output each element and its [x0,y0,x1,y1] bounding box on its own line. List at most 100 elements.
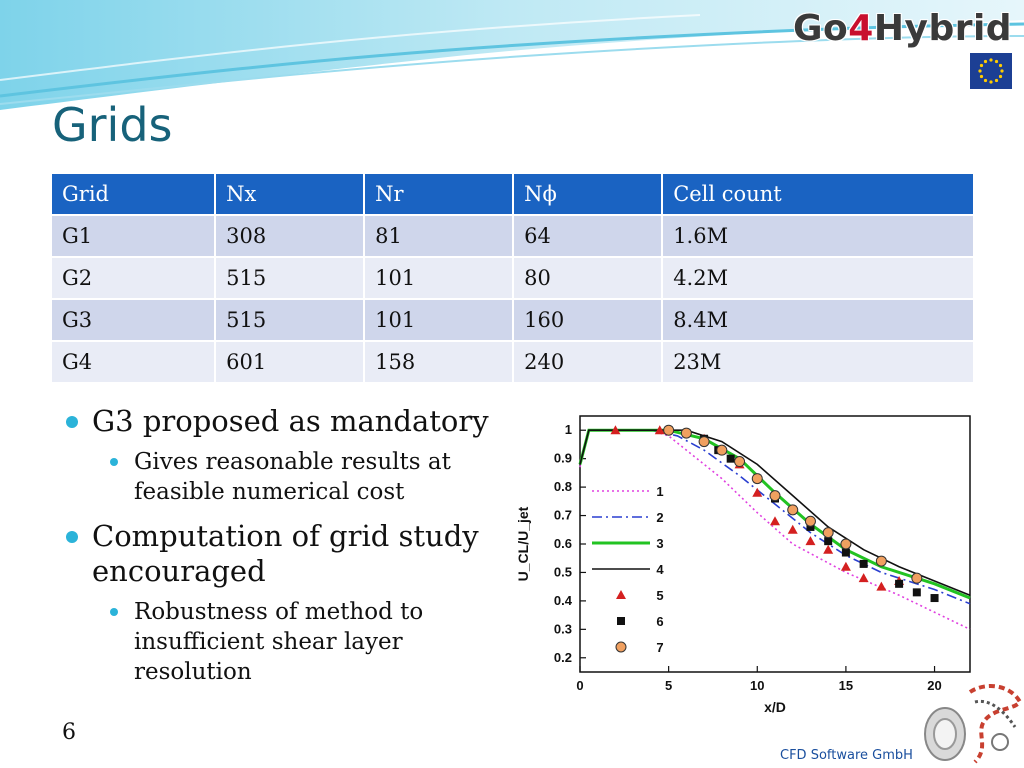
data-point-6 [912,588,921,597]
series-line-1 [579,429,971,631]
data-point-7 [734,456,746,468]
table-cell: 160 [513,298,664,341]
cfd-decoration-image [924,684,1023,764]
header-nx: Nx [215,174,366,215]
data-point-5 [823,544,834,554]
legend-label-4: 4 [656,562,664,577]
data-point-6 [895,579,904,588]
sub-bullet-item: Gives reasonable results at feasible num… [108,447,496,507]
table-cell: 515 [215,256,366,299]
table-cell: 8.4M [662,298,973,341]
data-point-7 [751,473,763,485]
centerline-velocity-chart: 0 5 10 15 200.20.30.40.50.60.70.80.91x/DU_CL… [510,406,974,720]
data-point-5 [876,581,887,591]
x-tick-label: 15 [839,678,853,693]
table-row: G1 308 81 64 1.6M [52,214,973,257]
legend-label-3: 3 [656,536,663,551]
table-cell: G3 [52,298,217,341]
y-tick-label: 0.5 [554,564,572,579]
x-tick-label: 5 [665,678,672,693]
grid-table: Grid Nx Nr Nϕ Cell count G1 308 81 64 1.… [52,174,973,382]
table-cell: 64 [513,214,664,257]
data-point-6 [841,548,850,557]
y-tick-label: 0.3 [554,621,572,636]
table-row: G2 515 101 80 4.2M [52,256,973,299]
table-cell: 1.6M [662,214,973,257]
data-point-7 [875,555,887,567]
go4hybrid-logo: Go4Hybrid [793,8,1013,49]
data-point-7 [680,427,692,439]
data-point-7 [698,436,710,448]
eu-flag-icon [970,53,1012,89]
data-point-6 [824,537,833,546]
legend-swatch-6 [617,617,625,625]
header-wave-banner [0,0,1024,110]
table-cell: 81 [364,214,515,257]
table-cell: G4 [52,340,217,382]
table-cell: 80 [513,256,664,299]
table-cell: 308 [215,214,366,257]
table-row: G3 515 101 160 8.4M [52,298,973,341]
data-point-6 [859,559,868,568]
y-tick-label: 0.8 [554,479,572,494]
y-tick-label: 0.4 [554,593,573,608]
header-grid: Grid [52,174,217,215]
data-point-5 [770,516,780,526]
page-number: 6 [62,720,76,745]
table-cell: 158 [364,340,515,382]
table-cell: 101 [364,256,515,299]
table-cell: G2 [52,256,217,299]
table-cell: 515 [215,298,366,341]
data-point-5 [752,487,763,497]
table-row: G4 601 158 240 23M [52,340,973,382]
data-point-7 [769,490,781,502]
bullet-item: Computation of grid study encouraged [66,519,496,589]
data-point-6 [806,522,815,531]
x-tick-label: 0 [576,678,583,693]
data-point-6 [726,454,735,463]
data-point-7 [716,444,728,456]
slide-title: Grids [52,98,173,152]
y-tick-label: 0.7 [554,508,572,523]
table-cell: 101 [364,298,515,341]
y-tick-label: 1 [565,422,572,437]
table-cell: 601 [215,340,366,382]
series-line-4 [579,429,971,596]
legend-swatch-7 [615,641,627,653]
data-point-7 [787,504,799,516]
legend-label-5: 5 [656,588,663,603]
data-point-6 [930,594,939,603]
legend-swatch-5 [616,590,626,599]
bullet-list: G3 proposed as mandatory Gives reasonabl… [66,404,496,699]
y-axis-label: U_CL/U_jet [515,506,531,581]
data-point-7 [804,515,816,527]
header-cell-count: Cell count [662,174,973,215]
data-point-7 [840,538,852,550]
x-axis-label: x/D [764,699,786,715]
data-point-7 [911,572,923,584]
y-tick-label: 0.9 [554,451,572,466]
data-point-5 [858,573,869,583]
table-cell: 4.2M [662,256,973,299]
table-cell: G1 [52,214,217,257]
table-cell: 23M [662,340,973,382]
data-point-5 [610,425,621,435]
data-point-5 [654,425,665,435]
x-tick-label: 10 [750,678,764,693]
bullet-item: G3 proposed as mandatory [66,404,496,439]
data-point-7 [822,527,834,539]
legend-label-1: 1 [656,484,663,499]
legend-label-7: 7 [656,640,663,655]
sub-bullet-item: Robustness of method to insufficient she… [108,597,496,687]
y-tick-label: 0.2 [554,650,572,665]
legend-label-2: 2 [656,510,663,525]
legend-label-6: 6 [656,614,663,629]
header-nphi: Nϕ [513,174,664,215]
header-nr: Nr [364,174,515,215]
footer-company: CFD Software GmbH [780,748,913,763]
data-point-5 [805,536,816,546]
y-tick-label: 0.6 [554,536,572,551]
x-tick-label: 20 [927,678,941,693]
table-header-row: Grid Nx Nr Nϕ Cell count [52,174,973,215]
data-point-5 [787,524,798,534]
